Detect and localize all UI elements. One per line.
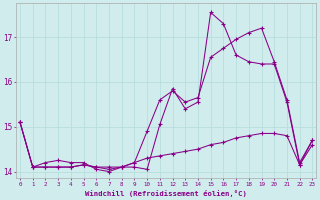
X-axis label: Windchill (Refroidissement éolien,°C): Windchill (Refroidissement éolien,°C) bbox=[85, 190, 247, 197]
